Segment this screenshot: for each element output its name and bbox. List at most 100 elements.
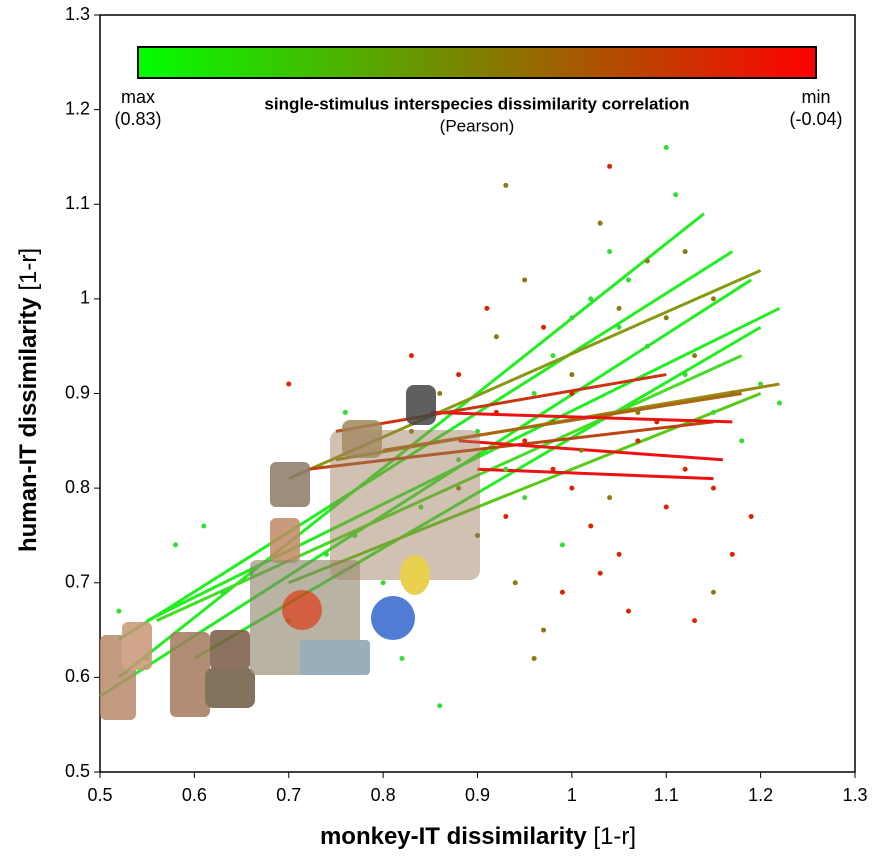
point [550,353,556,359]
x-tick-label: 1.1 [654,785,679,805]
point [597,220,603,226]
stimulus-thumbnails [100,385,480,720]
regression-line [430,410,733,424]
x-tick-label: 0.7 [276,785,301,805]
point [522,495,528,501]
point [635,438,641,444]
x-tick-label: 1 [567,785,577,805]
point [682,249,688,255]
point [503,466,509,472]
point [541,627,547,633]
point [682,372,688,378]
point [399,655,405,661]
point [550,419,556,425]
point [408,428,414,434]
point [597,570,603,576]
point [607,249,613,255]
x-tick-label: 0.8 [371,785,396,805]
point [663,144,669,150]
point [626,277,631,283]
point [531,655,537,661]
point [644,258,650,264]
point [739,438,745,444]
point [748,514,754,520]
y-tick-label: 0.7 [65,572,90,592]
y-tick-label: 0.6 [65,666,90,686]
point [616,305,622,311]
point [569,485,575,491]
point [663,504,669,510]
point [635,409,641,415]
point [116,608,122,614]
point [692,353,698,359]
regression-line [382,392,742,452]
y-axis-unit: [1-r] [15,248,42,291]
point [710,485,716,491]
y-tick-label: 1 [80,288,90,308]
colorbar-min-value: (-0.04) [789,109,842,129]
point [616,324,622,330]
point [569,391,575,396]
point [644,343,650,349]
point [522,277,528,283]
point [220,589,226,595]
point [503,514,509,520]
y-tick-label: 0.5 [65,761,90,781]
x-axis-title: monkey-IT dissimilarity [320,823,587,850]
point [578,447,584,453]
point [673,192,679,198]
colorbar-max-value: (0.83) [114,109,161,129]
x-axis-unit: [1-r] [593,823,636,850]
colorbar-max-text: max [121,87,155,107]
point [607,163,613,169]
regression-line [99,278,752,698]
y-tick-label: 1.2 [65,98,90,118]
x-tick-label: 1.2 [748,785,773,805]
point [418,504,424,510]
y-tick-label: 0.8 [65,477,90,497]
point [437,703,443,709]
point [456,372,462,378]
point [682,466,688,472]
regression-line [335,373,667,433]
point [173,542,178,548]
point [408,353,414,359]
x-axis-label: monkey-IT dissimilarity [1-r] [320,823,636,850]
y-tick-label: 0.9 [65,382,90,402]
point [710,589,716,595]
x-tick-label: 0.5 [87,785,112,805]
y-axis-title: human-IT dissimilarity [15,297,42,552]
colorbar [137,46,817,79]
point [569,372,575,378]
point [729,551,735,557]
colorbar-subtitle: (Pearson) [440,116,515,135]
point [456,485,462,491]
point [437,391,443,396]
colorbar-min-text: min [801,87,830,107]
point [758,381,764,387]
marks [99,144,782,709]
point [569,315,575,321]
point [493,409,499,415]
point [380,580,386,586]
point [588,523,594,529]
point [692,618,698,624]
y-tick-label: 1.3 [65,4,90,24]
y-tick-label: 1.1 [65,193,90,213]
point [710,296,716,302]
point [588,296,594,302]
point [777,400,782,406]
point [352,532,358,538]
point [559,589,565,595]
point [324,551,329,557]
point [616,551,622,557]
point [626,608,631,614]
point [503,182,509,188]
point [550,466,556,472]
point [522,438,528,444]
y-axis-label: human-IT dissimilarity [1-r] [15,248,42,552]
point [654,419,660,425]
point [475,428,480,434]
point [286,381,292,387]
